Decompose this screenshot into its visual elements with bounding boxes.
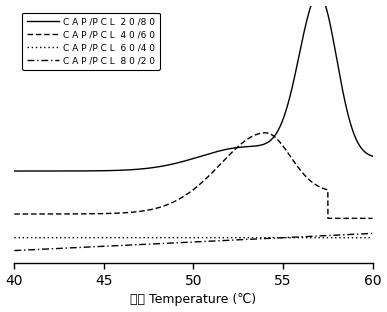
- C A P /P C L  8 0 /2 0: [149, 242, 154, 246]
- Line: C A P /P C L  4 0 /6 0: C A P /P C L 4 0 /6 0: [14, 133, 373, 218]
- C A P /P C L  4 0 /6 0: [12, 212, 17, 216]
- C A P /P C L  6 0 /4 0: [74, 236, 79, 240]
- C A P /P C L  2 0 /8 0: [74, 169, 79, 173]
- C A P /P C L  4 0 /6 0: [74, 212, 79, 216]
- C A P /P C L  4 0 /6 0: [370, 217, 375, 220]
- C A P /P C L  2 0 /8 0: [370, 154, 375, 158]
- C A P /P C L  8 0 /2 0: [370, 232, 375, 235]
- C A P /P C L  2 0 /8 0: [165, 163, 170, 167]
- C A P /P C L  8 0 /2 0: [165, 241, 170, 245]
- Line: C A P /P C L  2 0 /8 0: C A P /P C L 2 0 /8 0: [14, 0, 373, 171]
- C A P /P C L  4 0 /6 0: [325, 188, 329, 192]
- C A P /P C L  4 0 /6 0: [149, 207, 154, 211]
- C A P /P C L  8 0 /2 0: [74, 246, 79, 250]
- C A P /P C L  6 0 /4 0: [325, 236, 329, 240]
- C A P /P C L  2 0 /8 0: [149, 166, 154, 170]
- C A P /P C L  6 0 /4 0: [370, 236, 375, 240]
- C A P /P C L  4 0 /6 0: [325, 217, 330, 220]
- C A P /P C L  6 0 /4 0: [165, 236, 170, 240]
- C A P /P C L  2 0 /8 0: [363, 151, 368, 154]
- C A P /P C L  8 0 /2 0: [12, 249, 17, 252]
- C A P /P C L  4 0 /6 0: [263, 131, 268, 135]
- C A P /P C L  6 0 /4 0: [363, 236, 368, 240]
- X-axis label: 温度 Temperature (℃): 温度 Temperature (℃): [130, 294, 257, 306]
- C A P /P C L  2 0 /8 0: [12, 169, 17, 173]
- C A P /P C L  8 0 /2 0: [53, 247, 58, 251]
- C A P /P C L  4 0 /6 0: [165, 203, 170, 207]
- C A P /P C L  4 0 /6 0: [53, 212, 58, 216]
- C A P /P C L  6 0 /4 0: [53, 236, 58, 240]
- Legend: C A P /P C L  2 0 /8 0, C A P /P C L  4 0 /6 0, C A P /P C L  6 0 /4 0, C A P /P: C A P /P C L 2 0 /8 0, C A P /P C L 4 0 …: [22, 13, 159, 70]
- C A P /P C L  6 0 /4 0: [149, 236, 154, 240]
- C A P /P C L  6 0 /4 0: [12, 236, 17, 240]
- C A P /P C L  8 0 /2 0: [363, 232, 368, 236]
- C A P /P C L  8 0 /2 0: [325, 234, 329, 237]
- C A P /P C L  2 0 /8 0: [325, 9, 329, 13]
- C A P /P C L  4 0 /6 0: [363, 217, 368, 220]
- Line: C A P /P C L  8 0 /2 0: C A P /P C L 8 0 /2 0: [14, 233, 373, 251]
- C A P /P C L  2 0 /8 0: [53, 169, 58, 173]
